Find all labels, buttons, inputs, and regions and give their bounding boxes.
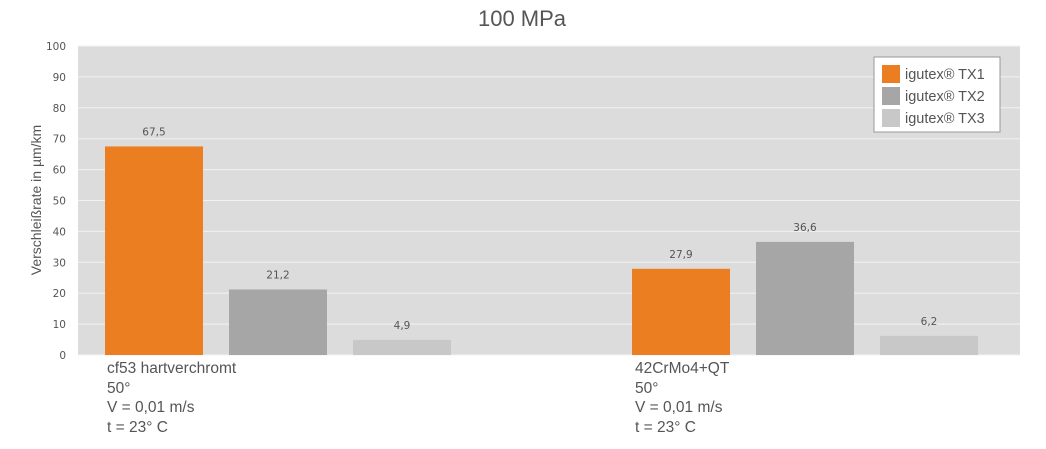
y-tick-label: 10 <box>53 319 66 331</box>
data-labels: 67,5 27,9 21,2 36,6 4,9 6,2 <box>142 126 937 331</box>
data-label: 67,5 <box>142 126 165 138</box>
category-label-line: t = 23° C <box>107 418 168 436</box>
legend-entry: igutex® TX2 <box>905 89 985 105</box>
y-tick-label: 0 <box>59 350 66 362</box>
y-axis-ticks: 0 10 20 30 40 50 60 70 80 90 100 <box>46 41 66 362</box>
category-label-line: 42CrMo4+QT <box>635 360 730 377</box>
category-label-line: cf53 hartverchromt <box>107 360 237 377</box>
bar-1-1 <box>105 146 203 355</box>
legend-swatch <box>882 109 900 127</box>
data-label: 27,9 <box>669 249 692 261</box>
y-tick-label: 100 <box>46 41 66 53</box>
y-axis-label: Verschleißrate in µm/km <box>28 125 44 275</box>
y-tick-label: 20 <box>53 288 66 300</box>
bars <box>105 146 978 355</box>
legend-entry: igutex® TX3 <box>905 111 985 127</box>
category-label-line: V = 0,01 m/s <box>635 399 723 416</box>
y-tick-label: 90 <box>53 72 66 84</box>
y-tick-label: 40 <box>53 226 66 238</box>
bar-2-1 <box>229 289 327 355</box>
chart-title: 100 MPa <box>478 6 567 31</box>
gridlines <box>78 45 1020 356</box>
legend-entry: igutex® TX1 <box>905 67 985 83</box>
data-label: 36,6 <box>793 222 817 234</box>
category-label-line: t = 23° C <box>635 418 696 436</box>
y-tick-label: 50 <box>53 196 66 208</box>
data-label: 4,9 <box>394 320 411 332</box>
legend: igutex® TX1 igutex® TX2 igutex® TX3 <box>873 56 1001 133</box>
legend-swatch <box>882 87 900 105</box>
y-tick-label: 70 <box>53 134 66 146</box>
data-label: 21,2 <box>266 269 289 281</box>
category-label: 42CrMo4+QT 50° V = 0,01 m/s t = 23° C <box>635 359 729 437</box>
bar-2-2 <box>756 241 854 355</box>
y-tick-label: 80 <box>53 103 66 115</box>
data-label: 6,2 <box>921 316 938 328</box>
category-label: cf53 hartverchromt 50° V = 0,01 m/s t = 23°… <box>107 359 236 437</box>
legend-swatch <box>882 65 900 83</box>
category-label-line: V = 0,01 m/s <box>107 399 195 416</box>
bar-1-2 <box>632 268 730 355</box>
y-tick-label: 60 <box>53 165 66 177</box>
y-tick-label: 30 <box>53 257 66 269</box>
bar-3-1 <box>353 339 451 355</box>
category-label-line: 50° <box>107 379 131 397</box>
category-label-line: 50° <box>635 379 659 397</box>
bar-3-2 <box>880 335 978 355</box>
